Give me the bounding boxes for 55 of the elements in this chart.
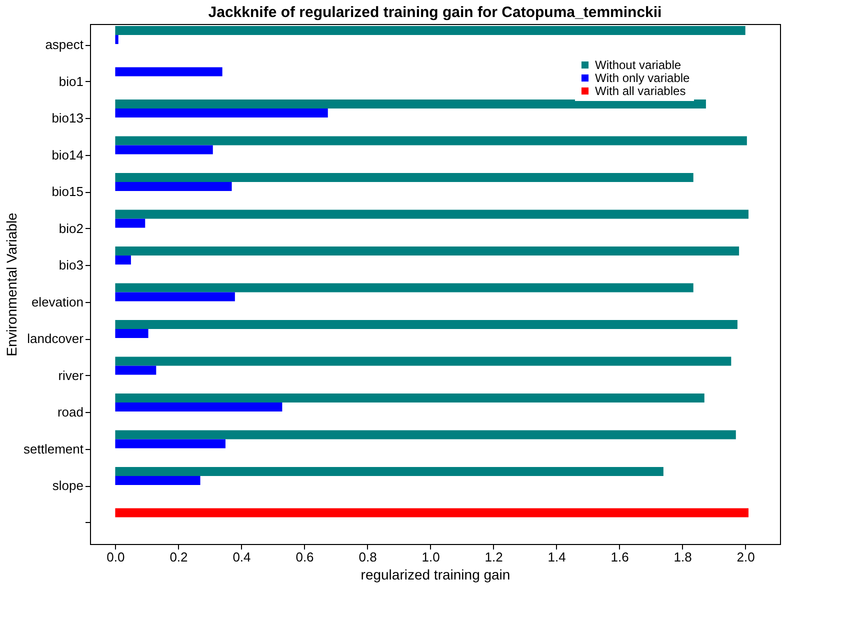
bar [115,476,200,486]
bar [115,256,131,265]
bar [115,366,156,375]
bar [115,283,694,292]
bar [115,210,748,219]
x-tick-label: 0.8 [358,550,377,564]
y-tick-label: aspect [45,37,84,52]
x-axis-title: regularized training gain [360,566,510,582]
x-tick-label: 1.8 [674,550,692,564]
y-tick-label: bio14 [52,147,84,162]
chart-title: Jackknife of regularized training gain for Catopuma_temminckii [208,4,662,21]
y-tick-label: bio1 [58,74,84,89]
bar [115,246,740,256]
bar [115,467,664,476]
y-tick-label: settlement [24,441,84,456]
bar [115,26,746,36]
x-tick-label: 0.6 [296,550,314,564]
x-tick-label: 1.4 [548,550,566,564]
bar [115,108,328,118]
bar [115,182,232,192]
x-tick-label: 0.4 [232,550,251,564]
x-tick-label: 0.2 [170,550,188,564]
x-tick-label: 1.2 [484,550,503,564]
bar [115,430,736,440]
bar [115,292,235,302]
legend-label: With only variable [595,71,690,85]
y-tick-label: road [57,404,84,420]
bar [115,100,706,109]
legend-label: With all variables [595,84,686,98]
bar [115,136,747,146]
bar [115,320,738,330]
x-tick-label: 0.0 [106,550,125,564]
x-tick-label: 1.6 [610,550,629,564]
y-tick-label: bio2 [58,220,84,236]
bar [115,173,694,182]
x-tick-label: 2.0 [736,550,755,564]
y-tick-label: bio13 [52,110,84,126]
y-tick-label: river [58,368,84,383]
bar [115,394,704,403]
y-tick-label: elevation [31,294,84,310]
bar [115,329,148,338]
bar [115,439,226,448]
legend-label: Without variable [595,58,682,72]
y-axis-title: Environmental Variable [4,212,20,356]
y-tick-label: bio15 [52,184,84,200]
y-tick-label: slope [52,478,84,494]
bar [115,508,748,518]
bar [115,35,118,44]
y-tick-label: landcover [27,331,84,346]
bar [115,356,732,366]
bar [115,402,282,412]
y-tick-label: bio3 [58,258,84,273]
bar [115,218,146,228]
x-tick-label: 1.0 [422,550,440,564]
bar [115,145,213,154]
